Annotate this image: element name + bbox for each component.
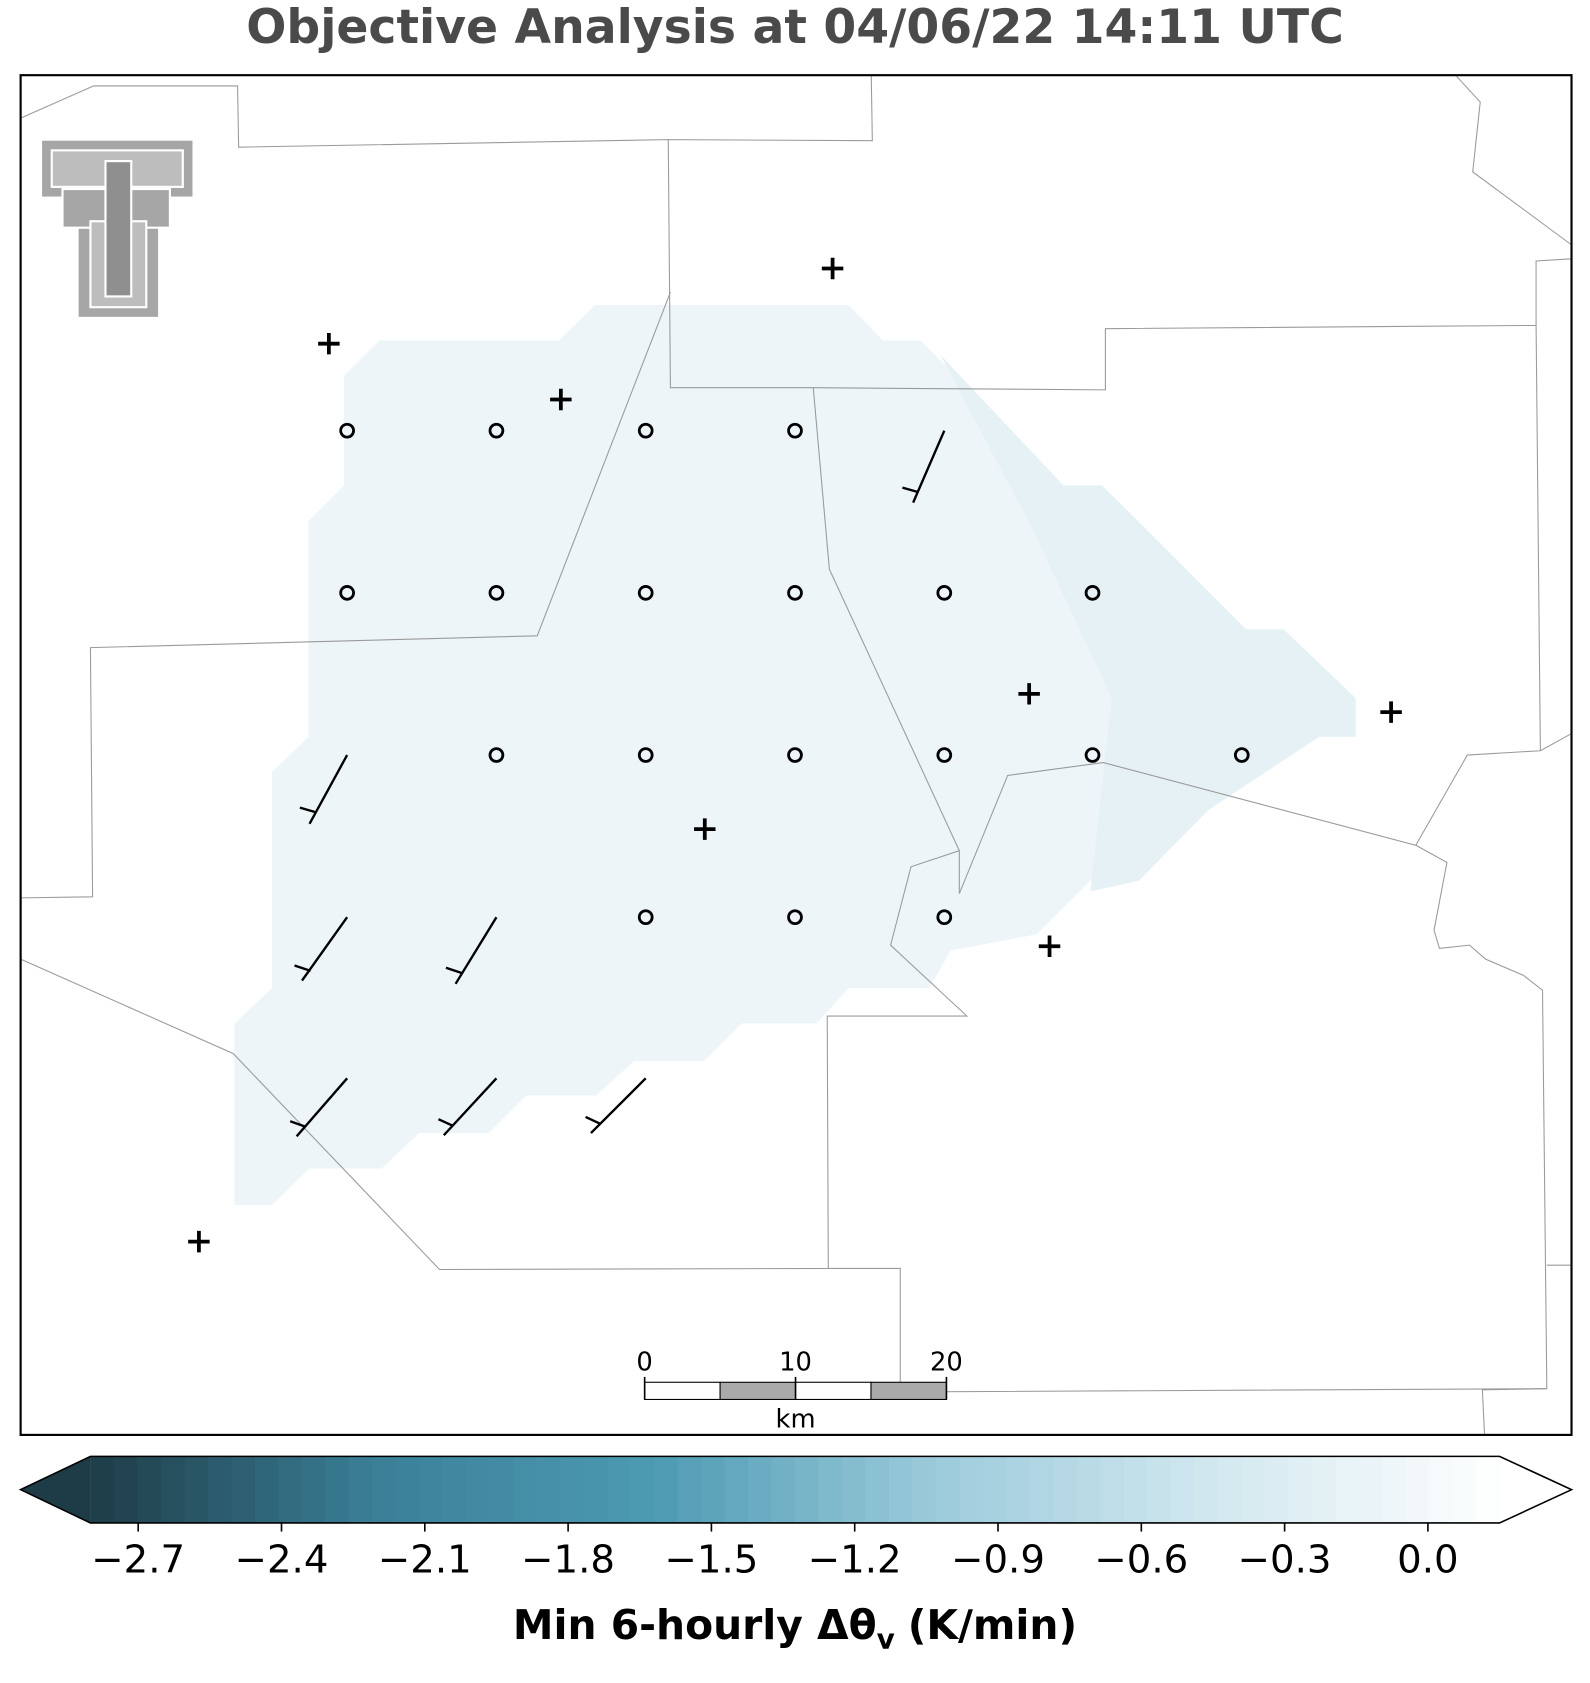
colorbar-label-text: Min 6-hourly Δθ: [513, 1601, 877, 1649]
colorbar-band: [865, 1456, 890, 1523]
colorbar-tick-label: −2.1: [378, 1537, 472, 1582]
colorbar-band: [607, 1456, 632, 1523]
colorbar-tick-label: −1.2: [808, 1537, 902, 1582]
station-calm: [339, 422, 1250, 926]
colorbar-tick-label: −1.8: [521, 1537, 615, 1582]
colorbar-tick-label: −1.5: [664, 1537, 758, 1582]
station-plus: [188, 257, 1402, 1253]
colorbar-band: [1452, 1456, 1477, 1523]
colorbar-band: [395, 1456, 420, 1523]
map: 0 10 20 km: [19, 74, 1573, 1436]
colorbar-tick-label: −0.9: [951, 1537, 1045, 1582]
colorbar-band: [982, 1456, 1008, 1523]
colorbar-band: [442, 1456, 467, 1523]
colorbar-band: [771, 1456, 796, 1523]
colorbar-band: [1170, 1456, 1195, 1523]
colorbar-band: [560, 1456, 585, 1523]
colorbar-band: [1358, 1456, 1383, 1523]
colorbar-tick-label: −2.4: [235, 1537, 329, 1582]
colorbar-band: [254, 1456, 279, 1523]
scale-bar-unit: km: [776, 1404, 816, 1434]
scale-bar-label: 0: [636, 1347, 652, 1377]
colorbar-band: [1123, 1456, 1148, 1523]
colorbar-band: [888, 1456, 914, 1523]
colorbar-band: [301, 1456, 326, 1523]
colorbar-band: [1147, 1456, 1172, 1523]
colorbar-band: [231, 1456, 256, 1523]
colorbar-band: [348, 1456, 373, 1523]
colorbar-band: [184, 1456, 209, 1523]
colorbar: −2.7 −2.4 −2.1 −1.8 −1.5 −1.2 −0.9 −0.6 −0.3 0.0: [18, 1455, 1574, 1582]
colorbar-band: [1217, 1456, 1242, 1523]
colorbar-band: [1006, 1456, 1031, 1523]
colorbar-band: [959, 1456, 984, 1523]
colorbar-extension: [20, 1456, 91, 1523]
colorbar-band: [137, 1456, 162, 1523]
colorbar-band: [935, 1456, 961, 1523]
colorbar-band: [795, 1456, 820, 1523]
colorbar-band: [113, 1456, 139, 1523]
colorbar-band: [489, 1456, 514, 1523]
colorbar-band: [724, 1456, 749, 1523]
colorbar-tick-label: −0.3: [1238, 1537, 1332, 1582]
colorbar-band: [1029, 1456, 1054, 1523]
colorbar-band: [1405, 1456, 1430, 1523]
colorbar-label-subscript: v: [877, 1623, 895, 1656]
colorbar-band: [748, 1456, 773, 1523]
county-borders: [20, 74, 1572, 1435]
colorbar-band: [419, 1456, 444, 1523]
colorbar-band: [1476, 1456, 1501, 1523]
colorbar-band: [1311, 1456, 1336, 1523]
colorbar-band: [278, 1456, 303, 1523]
colorbar-outline: [18, 1455, 1574, 1524]
colorbar-band: [372, 1456, 397, 1523]
colorbar-band: [1241, 1456, 1266, 1523]
scale-bar-label: 20: [930, 1347, 963, 1377]
colorbar-band: [90, 1456, 115, 1523]
colorbar-label-units: (K/min): [908, 1601, 1077, 1649]
colorbar-band: [1382, 1456, 1407, 1523]
title: Objective Analysis at 04/06/22 14:11 UTC: [246, 0, 1344, 55]
colorbar-band: [1264, 1456, 1289, 1523]
colorbar-band: [513, 1456, 538, 1523]
colorbar-band: [1288, 1456, 1313, 1523]
scale-bar-segment: [719, 1381, 797, 1400]
colorbar-band: [677, 1456, 702, 1523]
colorbar-band: [841, 1456, 867, 1523]
scale-bar-segment: [795, 1381, 872, 1400]
colorbar-band: [1429, 1456, 1454, 1523]
colorbar-band: [630, 1456, 655, 1523]
colorbar-band: [912, 1456, 937, 1523]
scale-bar-label: 10: [779, 1347, 812, 1377]
colorbar-band: [583, 1456, 608, 1523]
scale-bar-segment: [870, 1381, 947, 1400]
colorbar-band: [818, 1456, 843, 1523]
colorbar-label: Min 6-hourly Δθv (K/min): [513, 1601, 1077, 1656]
colorbar-band: [1076, 1456, 1101, 1523]
analysis-shading: [939, 354, 1356, 892]
colorbar-tick-label: 0.0: [1397, 1537, 1458, 1582]
colorbar-band: [536, 1456, 561, 1523]
wind-barbs: [289, 430, 946, 1138]
colorbar-band: [701, 1456, 726, 1523]
scale-bar: 0 10 20 km: [636, 1347, 962, 1434]
colorbar-band: [654, 1456, 679, 1523]
colorbar-band: [1335, 1456, 1360, 1523]
colorbar-tick-label: −2.7: [91, 1537, 185, 1582]
map-frame: [19, 74, 1573, 1436]
colorbar-band: [325, 1456, 350, 1523]
colorbar-band: [160, 1456, 186, 1523]
colorbar-tick-label: −0.6: [1094, 1537, 1188, 1582]
logo: [39, 138, 195, 319]
colorbar-band: [1100, 1456, 1125, 1523]
colorbar-band: [1053, 1456, 1078, 1523]
colorbar-band: [466, 1456, 491, 1523]
colorbar-band: [1194, 1456, 1219, 1523]
colorbar-extension: [1499, 1456, 1572, 1523]
colorbar-band: [207, 1456, 232, 1523]
scale-bar-segment: [644, 1381, 721, 1400]
